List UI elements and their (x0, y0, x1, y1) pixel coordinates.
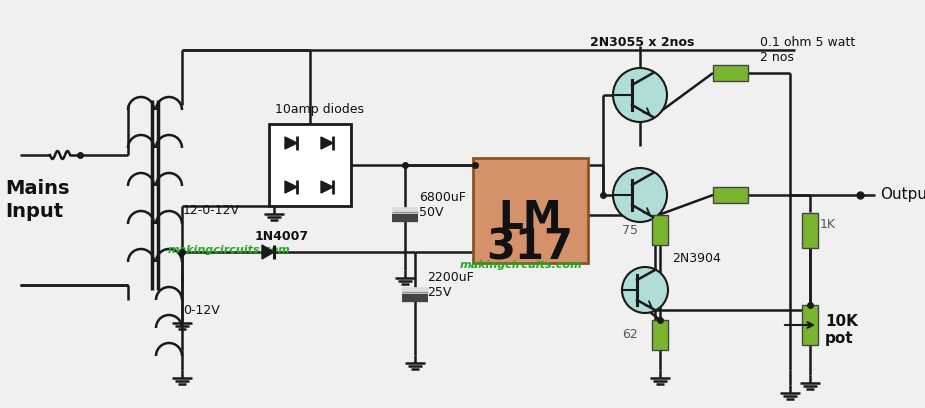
Text: 0-12V: 0-12V (183, 304, 220, 317)
Bar (712, 187, 747, 203)
Polygon shape (321, 181, 333, 193)
Text: 1K: 1K (820, 219, 836, 231)
Text: 2N3055 x 2nos: 2N3055 x 2nos (590, 35, 695, 49)
Circle shape (622, 267, 668, 313)
Polygon shape (321, 137, 333, 149)
Text: 0.1 ohm 5 watt
2 nos: 0.1 ohm 5 watt 2 nos (760, 36, 856, 64)
Text: Mains
Input: Mains Input (5, 179, 69, 221)
Text: makingcircuits.com: makingcircuits.com (168, 245, 290, 255)
Bar (712, 65, 747, 81)
Bar (802, 213, 818, 248)
Circle shape (613, 168, 667, 222)
Text: 2200uF
25V: 2200uF 25V (427, 271, 474, 299)
Circle shape (613, 68, 667, 122)
Text: 6800uF
50V: 6800uF 50V (419, 191, 466, 219)
Text: makingcircuits.com: makingcircuits.com (460, 260, 583, 270)
Text: 10K
pot: 10K pot (825, 314, 857, 346)
Bar (802, 305, 818, 345)
Bar (652, 320, 668, 350)
Text: 12-0-12V: 12-0-12V (183, 204, 240, 217)
Bar (269, 124, 351, 206)
Polygon shape (262, 245, 274, 259)
Text: 1N4007: 1N4007 (255, 229, 309, 242)
Text: 2N3904: 2N3904 (672, 251, 721, 264)
Text: LM: LM (499, 199, 561, 237)
Polygon shape (285, 181, 297, 193)
Bar (473, 157, 587, 262)
Bar (652, 215, 668, 245)
Polygon shape (285, 137, 297, 149)
Text: Output: Output (880, 188, 925, 202)
Text: 317: 317 (487, 227, 574, 269)
Text: 10amp diodes: 10amp diodes (275, 104, 364, 117)
Text: 62: 62 (623, 328, 638, 341)
Text: 75: 75 (622, 224, 638, 237)
